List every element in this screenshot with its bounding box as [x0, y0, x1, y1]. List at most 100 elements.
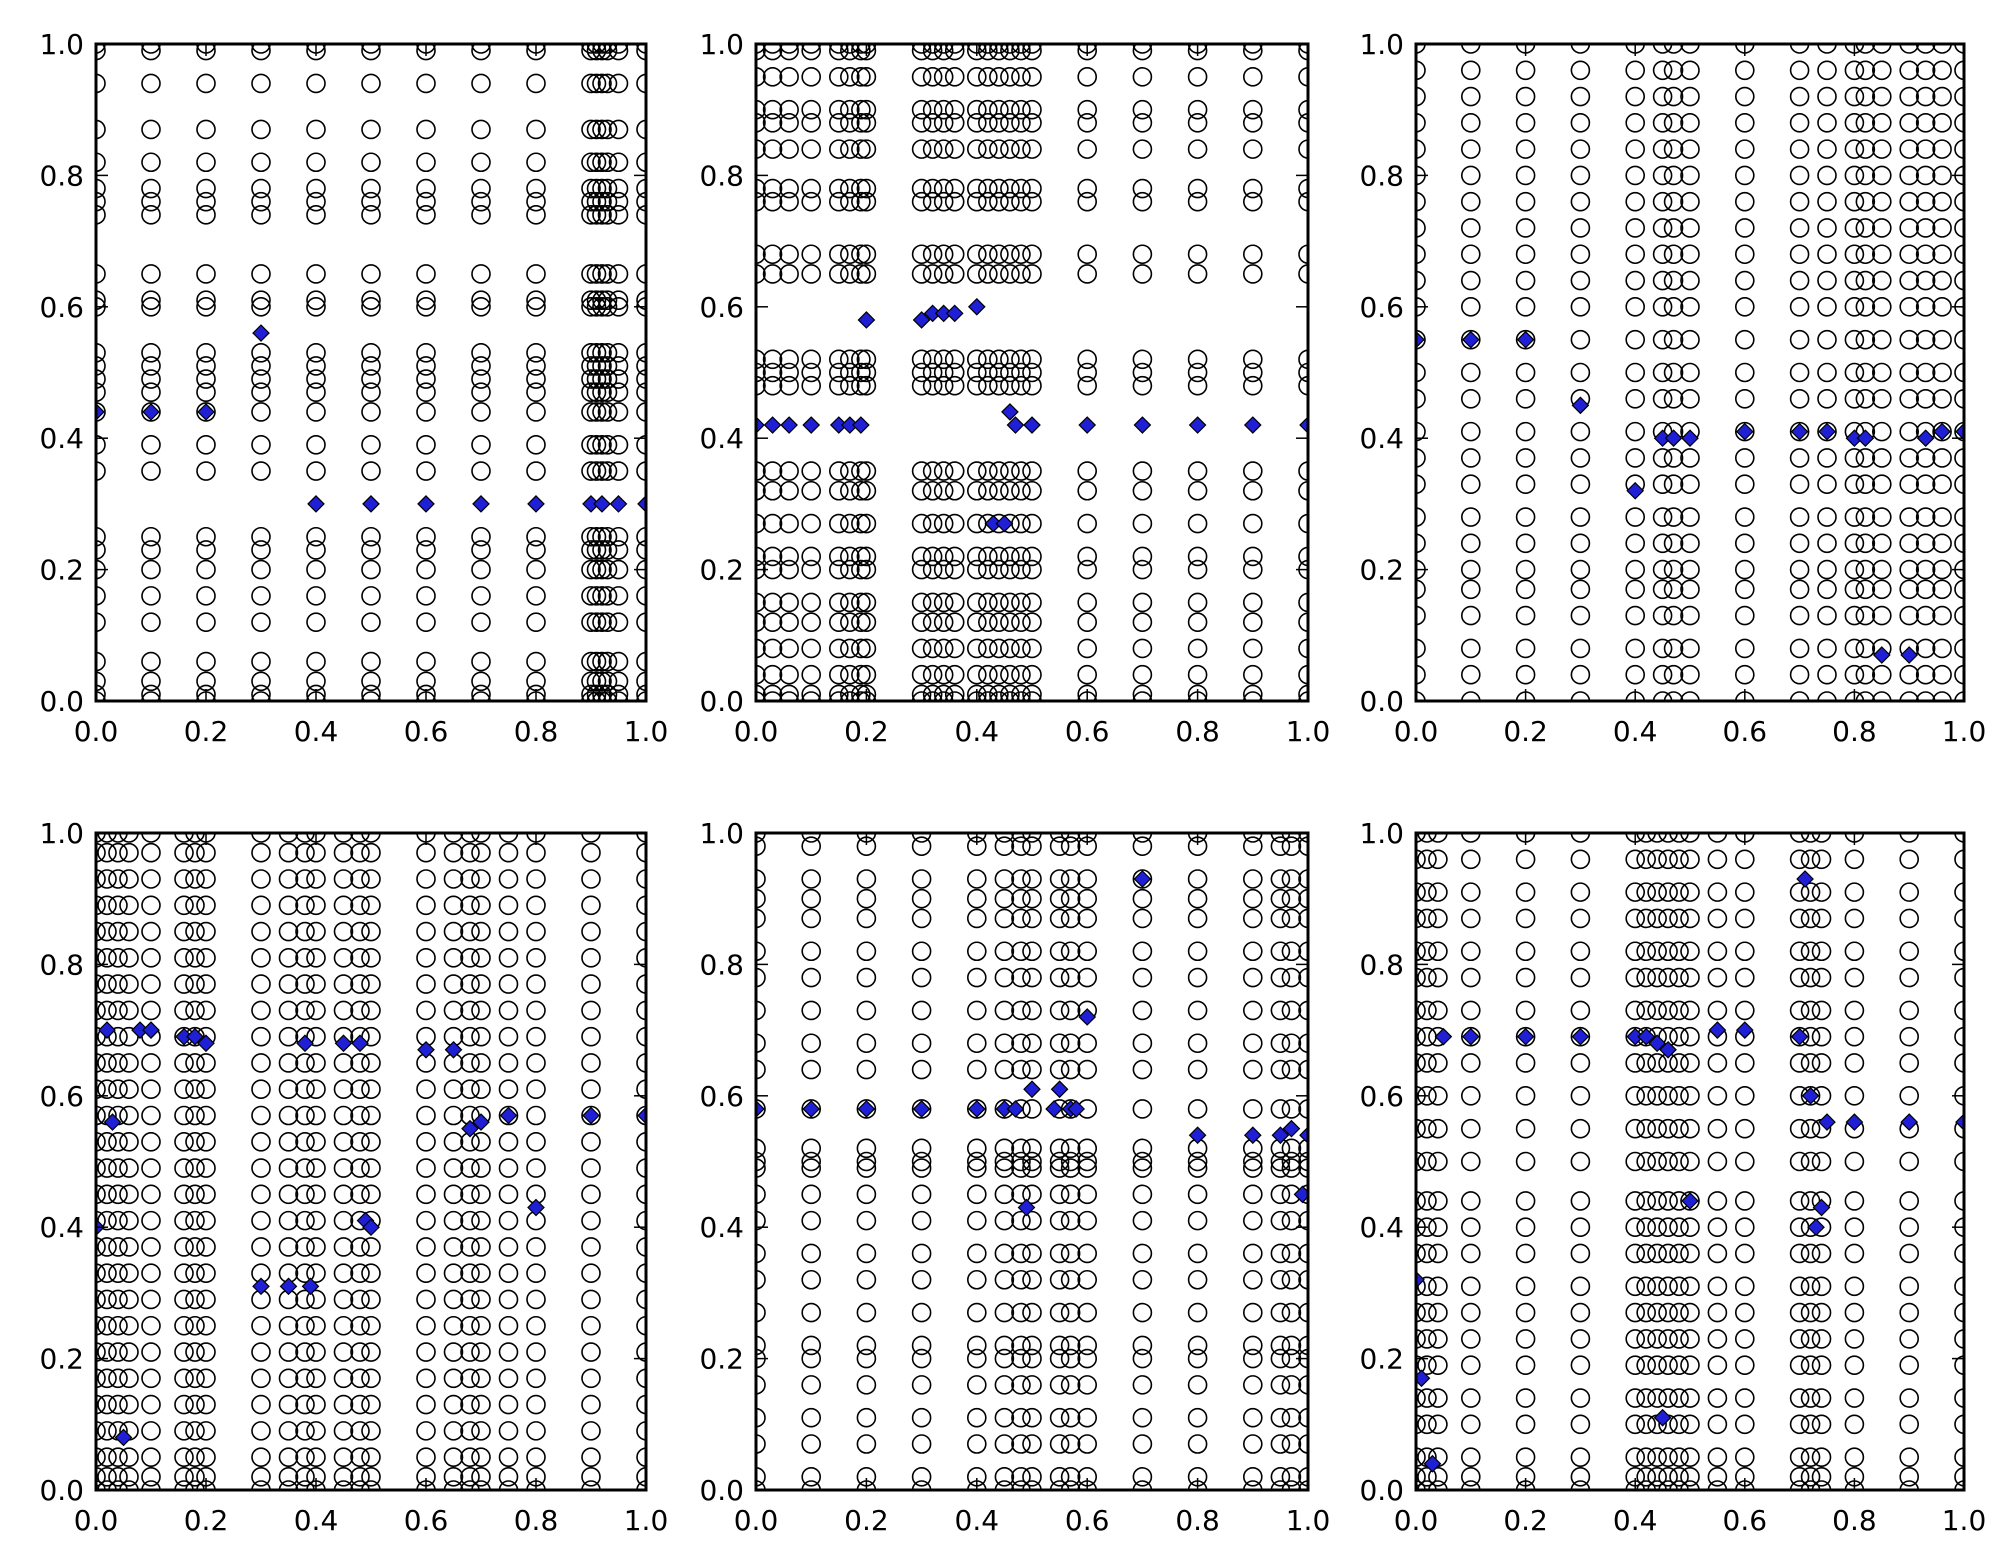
circle-point [1735, 1447, 1755, 1467]
circle-point [361, 540, 381, 560]
circle-point [251, 191, 271, 212]
circle-point [1680, 1191, 1700, 1211]
circle-point [1707, 1414, 1728, 1435]
circle-point [1669, 967, 1689, 988]
circle-point [911, 67, 932, 87]
circle-point [1270, 1000, 1291, 1021]
circle-point [1132, 1348, 1153, 1369]
circle-point [1625, 507, 1645, 527]
circle-point [443, 1315, 464, 1336]
circle-point [251, 651, 271, 672]
circle-point [762, 592, 783, 613]
circle-point [1707, 1191, 1728, 1211]
circle-point [851, 592, 871, 613]
diamond-point [912, 1100, 931, 1118]
circle-point [1428, 1086, 1448, 1106]
circle-point [994, 869, 1015, 889]
circle-point [1515, 882, 1536, 902]
circle-point [801, 244, 822, 265]
circle-point [251, 73, 271, 94]
circle-point [1680, 1355, 1700, 1375]
circle-point [1011, 375, 1031, 396]
circle-point [1932, 113, 1952, 133]
circle-point [185, 1105, 205, 1126]
circle-point [801, 684, 821, 702]
circle-point [608, 684, 629, 702]
circle-point [174, 895, 194, 916]
diamond-point [472, 495, 490, 513]
circle-point [443, 921, 464, 942]
circle-point [1049, 1269, 1070, 1290]
circle-point [1060, 1210, 1081, 1231]
circle-point [416, 264, 436, 284]
circle-point [306, 1421, 326, 1441]
circle-point [989, 244, 1009, 265]
circle-point [1789, 421, 1810, 442]
circle-point [944, 349, 965, 370]
circle-point [141, 43, 161, 61]
circle-point [185, 1421, 205, 1441]
circle-point [1789, 139, 1810, 159]
circle-point [1625, 664, 1645, 685]
diamond-point [1845, 1113, 1864, 1131]
circle-point [526, 671, 546, 692]
circle-point [840, 139, 860, 159]
circle-point [1844, 1329, 1865, 1349]
circle-point [1060, 908, 1081, 929]
circle-point [933, 375, 954, 396]
circle-point [108, 1342, 128, 1362]
circle-point [306, 290, 326, 311]
circle-point [108, 1210, 128, 1231]
circle-point [608, 296, 629, 317]
circle-point [581, 369, 601, 389]
circle-point [1872, 664, 1892, 685]
circle-point [1187, 1407, 1208, 1428]
circle-point [141, 869, 161, 889]
circle-point [1077, 1243, 1097, 1264]
circle-point [828, 191, 849, 212]
circle-point [1811, 908, 1832, 929]
circle-point [1428, 1388, 1448, 1408]
circle-point [526, 921, 546, 942]
circle-point [119, 1368, 139, 1389]
circle-point [196, 559, 216, 580]
circle-point [1789, 296, 1810, 317]
circle-point [295, 1053, 315, 1073]
circle-point [416, 651, 436, 672]
circle-point [526, 1421, 546, 1441]
circle-point [97, 1447, 117, 1467]
circle-point [851, 638, 871, 659]
circle-point [828, 113, 849, 133]
circle-point [851, 684, 871, 702]
circle-point [471, 948, 491, 968]
circle-point [141, 651, 161, 672]
circle-point [1000, 244, 1020, 265]
circle-point [1281, 1138, 1302, 1159]
circle-point [828, 461, 849, 481]
circle-point [333, 1053, 354, 1073]
circle-point [185, 921, 205, 942]
circle-point [295, 1079, 315, 1100]
circle-point [1570, 1414, 1591, 1435]
x-tick-label: 0.2 [184, 1504, 229, 1537]
circle-point [471, 612, 491, 632]
circle-point [1663, 86, 1684, 107]
circle-point [1789, 664, 1810, 685]
circle-point [966, 191, 987, 212]
diamond-point [1078, 1008, 1097, 1026]
circle-point [581, 921, 601, 942]
diamond-point [1637, 1027, 1656, 1046]
circle-point [762, 513, 783, 534]
circle-point [471, 1131, 491, 1152]
circle-point [1049, 1000, 1070, 1021]
circle-point [779, 67, 799, 87]
circle-point [922, 178, 943, 199]
circle-point [586, 382, 607, 403]
circle-point [1461, 638, 1481, 659]
circle-point [1270, 908, 1291, 929]
diamond-point [197, 1034, 215, 1053]
circle-point [1663, 579, 1684, 600]
circle-point [1187, 191, 1208, 212]
circle-point [416, 1184, 436, 1205]
circle-point [471, 356, 491, 376]
